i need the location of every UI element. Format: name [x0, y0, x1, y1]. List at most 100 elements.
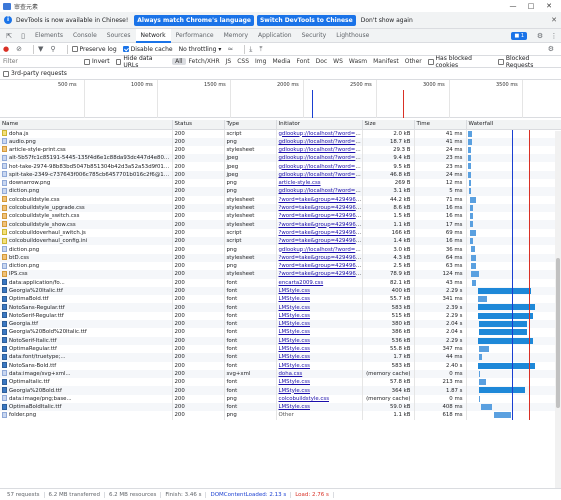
table-row[interactable]: article-style-print.css 200 stylesheet gdlo… — [0, 145, 561, 155]
tab-lighthouse[interactable]: Lighthouse — [336, 31, 370, 39]
initiator-link[interactable]: LMStyle.css — [278, 321, 311, 328]
table-row[interactable]: downarrow.png 200 png article-style.css 269 … — [0, 178, 561, 188]
third-party-checkbox[interactable]: 3rd-party requests — [3, 70, 67, 77]
tab-elements[interactable]: Elements — [35, 31, 63, 39]
filter-type-fetch-xhr[interactable]: Fetch/XHR — [188, 58, 220, 65]
cell-initiator[interactable]: ?word=take&group=4294967... — [276, 220, 363, 229]
cell-name[interactable]: OptimaItalic.ttf — [0, 378, 173, 387]
cell-name[interactable]: Georgia%20Bold%20Italic.ttf — [0, 328, 173, 337]
cell-name[interactable]: diction.png — [0, 245, 173, 254]
device-toolbar-icon[interactable]: ▯ — [21, 31, 25, 40]
cell-name[interactable]: NotoSerif-Regular.ttf — [0, 311, 173, 321]
table-row[interactable]: data:image/svg+xml... 200 svg+xml doha.css (… — [0, 369, 561, 379]
minimize-icon[interactable]: — — [509, 2, 517, 10]
initiator-link[interactable]: colcobuildstyle.css — [278, 395, 330, 402]
tab-performance[interactable]: Performance — [175, 31, 214, 39]
cell-name[interactable]: downarrow.png — [0, 178, 173, 188]
table-row[interactable]: diction.png 200 png ?word=take&group=429496… — [0, 261, 561, 271]
cell-name[interactable]: data:application/fo... — [0, 278, 173, 287]
initiator-link[interactable]: LMStyle.css — [278, 329, 311, 336]
filter-type-wasm[interactable]: Wasm — [348, 58, 368, 65]
cell-initiator[interactable]: Other — [276, 411, 363, 420]
preserve-log-checkbox[interactable]: Preserve log — [71, 46, 117, 53]
table-row[interactable]: diction.png 200 png gdlookup://localhost/?w… — [0, 245, 561, 254]
filter-type-media[interactable]: Media — [272, 58, 291, 65]
initiator-link[interactable]: gdlookup://localhost/?word=st... — [278, 188, 362, 195]
blocked-cookies-checkbox[interactable]: Has blocked cookies — [427, 55, 492, 69]
table-row[interactable]: OptimaItalic.ttf 200 font LMStyle.css 57.8 k… — [0, 378, 561, 387]
table-row[interactable]: diction.png 200 png gdlookup://localhost/?w… — [0, 187, 561, 196]
cell-initiator[interactable]: LMStyle.css — [276, 353, 363, 362]
cell-name[interactable]: audio.png — [0, 137, 173, 146]
throttling-select[interactable]: No throttling ▾ — [178, 45, 222, 53]
tab-memory[interactable]: Memory — [223, 31, 249, 39]
initiator-link[interactable]: LMStyle.css — [278, 287, 311, 294]
close-window-icon[interactable]: ✕ — [546, 2, 552, 10]
cell-initiator[interactable]: LMStyle.css — [276, 295, 363, 304]
cell-initiator[interactable]: ?word=take&group=4294967... — [276, 253, 363, 262]
table-row[interactable]: data:font/truetype;... 200 font LMStyle.css… — [0, 353, 561, 362]
settings-gear-icon[interactable]: ⚙ — [536, 31, 544, 40]
cell-initiator[interactable]: gdlookup://localhost/?word=st... — [276, 137, 363, 146]
cell-initiator[interactable]: LMStyle.css — [276, 403, 363, 412]
cell-initiator[interactable]: gdlookup://localhost/?word=st... — [276, 187, 363, 196]
table-row[interactable]: colcobuildoverhaul_switch.js 200 script ?wo… — [0, 228, 561, 238]
disable-cache-checkbox[interactable]: Disable cache — [122, 46, 173, 53]
col-type[interactable]: Type — [224, 120, 277, 130]
cell-name[interactable]: spit-take-2349-c737643f006c785cb6457701b… — [0, 170, 173, 179]
table-row[interactable]: NotoSans-Bold.ttf 200 font LMStyle.css 583 k… — [0, 361, 561, 370]
table-row[interactable]: IPS.css 200 stylesheet ?word=take&group=429… — [0, 270, 561, 279]
export-har-icon[interactable]: ⤒ — [259, 44, 263, 53]
table-row[interactable]: NotoSerif-Regular.ttf 200 font LMStyle.css 5… — [0, 311, 561, 321]
cell-name[interactable]: colcobuildoverhaul_config.ini — [0, 237, 173, 246]
initiator-link[interactable]: gdlookup://localhost/?word=st... — [278, 146, 362, 153]
cell-initiator[interactable]: LMStyle.css — [276, 320, 363, 329]
initiator-link[interactable]: LMStyle.css — [278, 296, 311, 303]
initiator-link[interactable]: LMStyle.css — [278, 362, 311, 369]
network-overview-timeline[interactable]: 500 ms 1000 ms 1500 ms 2000 ms 2500 ms 3000 m… — [0, 80, 561, 118]
cell-initiator[interactable]: gdlookup://localhost/?word=st... — [276, 129, 363, 138]
cell-initiator[interactable]: article-style.css — [276, 178, 363, 188]
cell-initiator[interactable]: colcobuildstyle.css — [276, 394, 363, 403]
initiator-link[interactable]: ?word=take&group=4294967... — [278, 229, 362, 236]
cell-initiator[interactable]: LMStyle.css — [276, 286, 363, 296]
table-row[interactable]: NotoSerif-Italic.ttf 200 font LMStyle.css 53… — [0, 336, 561, 345]
table-row[interactable]: OptimaRegular.ttf 200 font LMStyle.css 55.8 … — [0, 344, 561, 354]
cell-name[interactable]: article-style-print.css — [0, 145, 173, 155]
invert-checkbox[interactable]: Invert — [84, 58, 110, 65]
cell-initiator[interactable]: gdlookup://localhost/?word=st... — [276, 162, 363, 171]
initiator-link[interactable]: LMStyle.css — [278, 346, 311, 353]
cell-initiator[interactable]: LMStyle.css — [276, 378, 363, 387]
initiator-link[interactable]: ?word=take&group=4294967... — [278, 205, 362, 212]
cell-initiator[interactable]: gdlookup://localhost/?word=st... — [276, 245, 363, 254]
initiator-link[interactable]: gdlookup://localhost/?word=st... — [278, 138, 362, 145]
tab-console[interactable]: Console — [72, 31, 97, 39]
cell-name[interactable]: OptimaBold.ttf — [0, 295, 173, 304]
cell-name[interactable]: folder.png — [0, 411, 173, 420]
filter-type-other[interactable]: Other — [404, 58, 422, 65]
cell-initiator[interactable]: LMStyle.css — [276, 328, 363, 337]
filter-type-ws[interactable]: WS — [333, 58, 343, 65]
initiator-link[interactable]: gdlookup://localhost/?word=st... — [278, 130, 362, 137]
cell-initiator[interactable]: ?word=take&group=4294967... — [276, 195, 363, 204]
tab-security[interactable]: Security — [301, 31, 327, 39]
cell-name[interactable]: alt-5b57fc1c85191-5445-135f4d6e1c88da93d… — [0, 154, 173, 163]
filter-type-doc[interactable]: Doc — [315, 58, 328, 65]
table-row[interactable]: data:image/png;base... 200 png colcobuildst… — [0, 394, 561, 403]
cell-initiator[interactable]: ?word=take&group=4294967... — [276, 270, 363, 279]
cell-name[interactable]: colcobuildstyle.css — [0, 195, 173, 204]
cell-initiator[interactable]: ?word=take&group=4294967... — [276, 212, 363, 221]
filter-type-css[interactable]: CSS — [237, 58, 250, 65]
cell-name[interactable]: diction.png — [0, 261, 173, 271]
cell-name[interactable]: colcobuildstyle_show.css — [0, 220, 173, 229]
table-row[interactable]: Georgia%20Italic.ttf 200 font LMStyle.css 40… — [0, 286, 561, 296]
initiator-link[interactable]: ?word=take&group=4294967... — [278, 254, 362, 261]
cell-initiator[interactable]: LMStyle.css — [276, 344, 363, 354]
cell-initiator[interactable]: encarta2009.css — [276, 278, 363, 287]
cell-name[interactable]: hot-take-2974-98b83bd5047b851304b42d3a52… — [0, 162, 173, 171]
col-size[interactable]: Size — [362, 120, 415, 130]
table-row[interactable]: OptimaBold.ttf 200 font LMStyle.css 55.7 kB 3… — [0, 295, 561, 304]
close-infobar-icon[interactable]: ✕ — [551, 16, 557, 24]
cell-name[interactable]: OptimaBoldItalic.ttf — [0, 403, 173, 412]
table-row[interactable]: colcobuildoverhaul_config.ini 200 script ?w… — [0, 237, 561, 246]
